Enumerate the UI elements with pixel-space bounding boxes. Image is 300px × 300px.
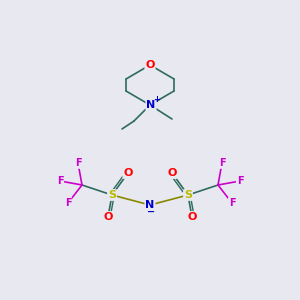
Text: F: F	[219, 158, 225, 168]
Text: F: F	[65, 198, 71, 208]
Text: N: N	[146, 100, 156, 110]
Text: F: F	[57, 176, 63, 186]
Text: O: O	[123, 168, 133, 178]
Text: O: O	[103, 212, 113, 222]
Text: N: N	[146, 200, 154, 210]
Text: F: F	[229, 198, 235, 208]
Text: −: −	[147, 207, 155, 217]
Text: O: O	[145, 60, 155, 70]
Text: O: O	[167, 168, 177, 178]
Text: S: S	[108, 190, 116, 200]
Text: +: +	[154, 95, 160, 104]
Text: F: F	[237, 176, 243, 186]
Text: O: O	[187, 212, 197, 222]
Text: S: S	[184, 190, 192, 200]
Text: F: F	[75, 158, 81, 168]
